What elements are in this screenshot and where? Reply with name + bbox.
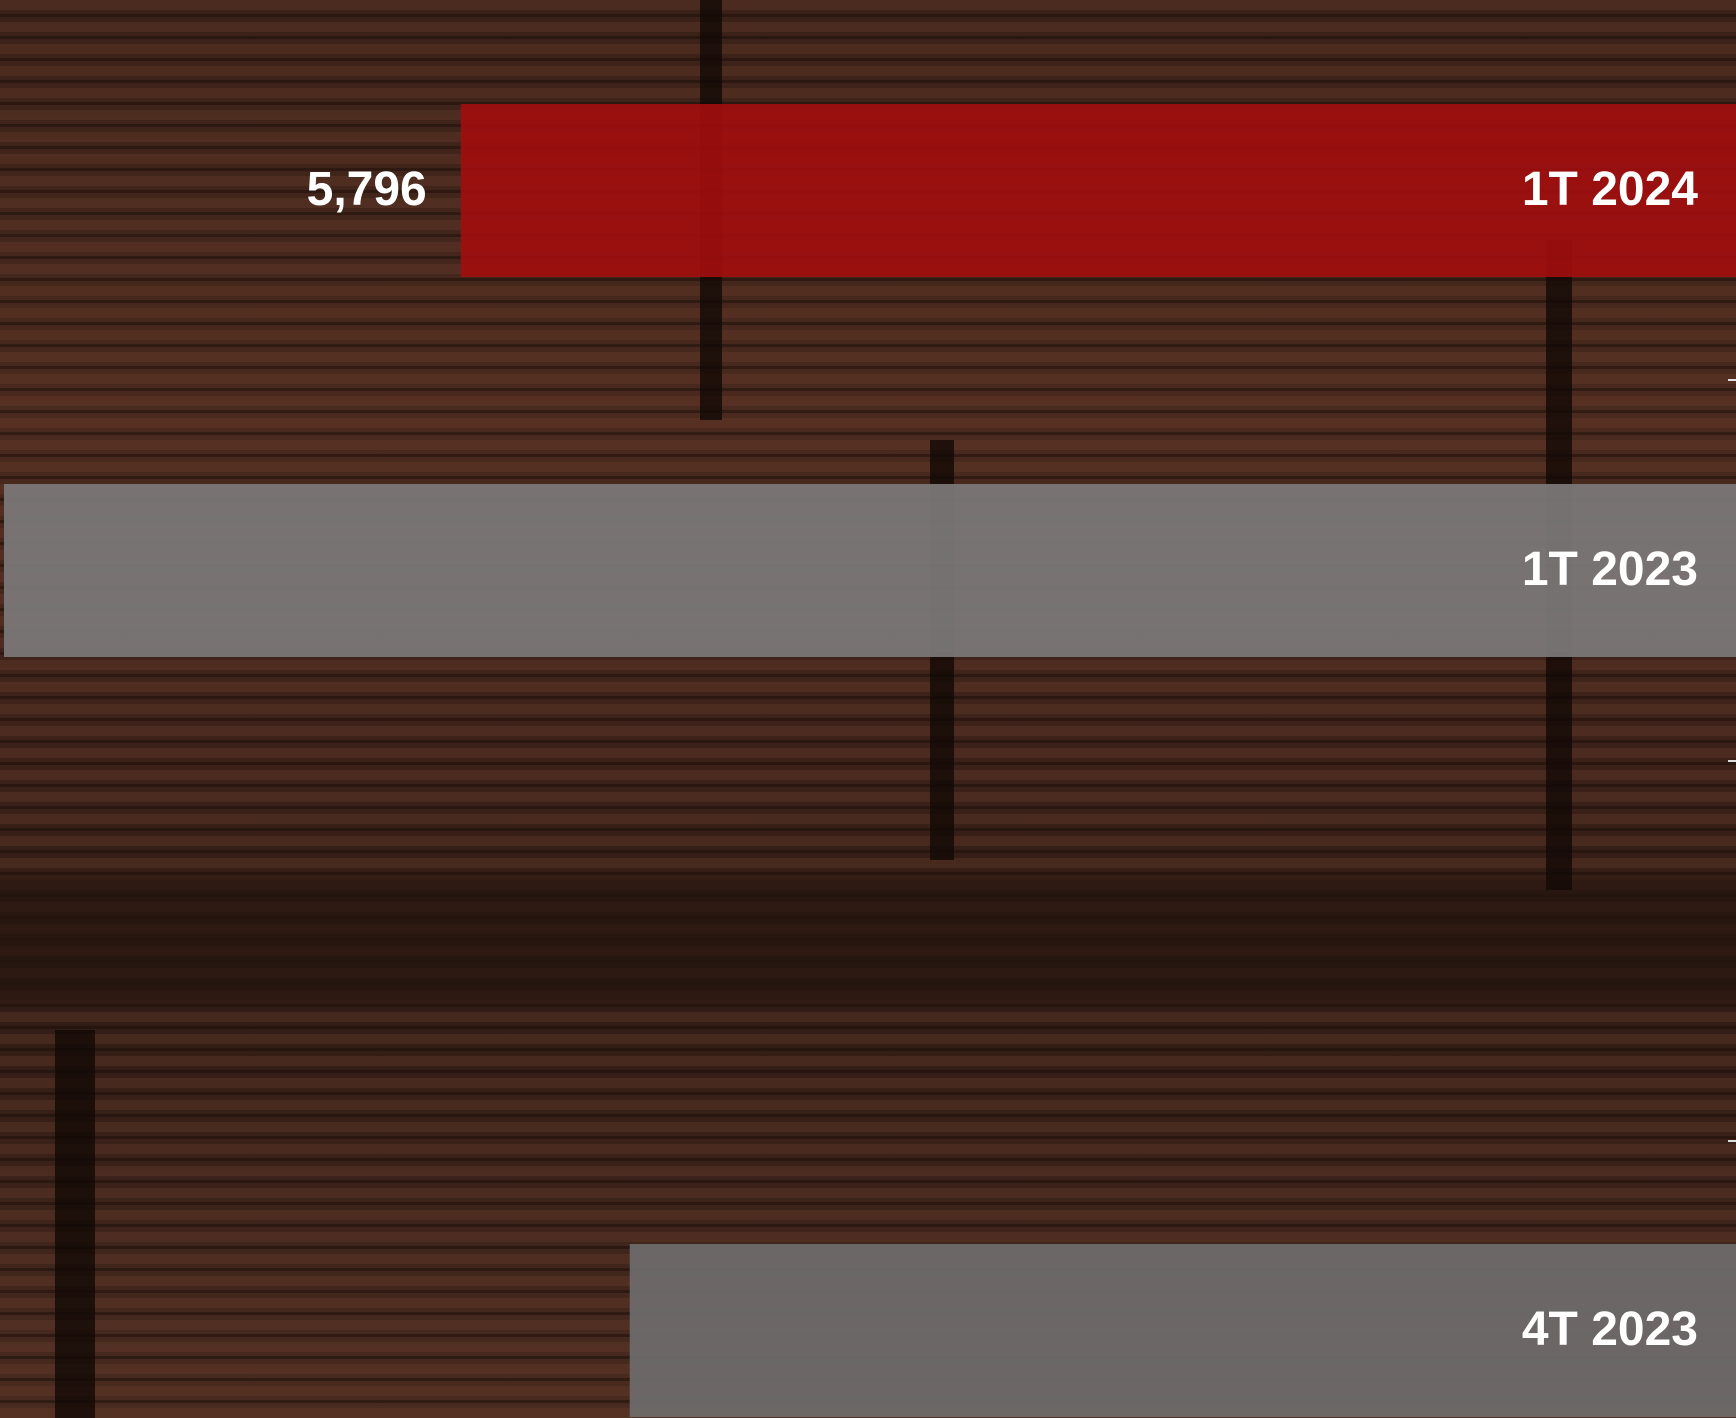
background-strap bbox=[55, 1030, 95, 1418]
category-label: 1T 2023 bbox=[1522, 543, 1698, 596]
category-label: 1T 2024 bbox=[1522, 163, 1698, 216]
bar bbox=[629, 1244, 1736, 1417]
value-label: 5,796 bbox=[307, 163, 427, 216]
bar bbox=[4, 484, 1736, 657]
bar bbox=[460, 104, 1736, 277]
background-shade bbox=[0, 880, 1736, 1000]
category-label: 4T 2023 bbox=[1522, 1303, 1698, 1356]
